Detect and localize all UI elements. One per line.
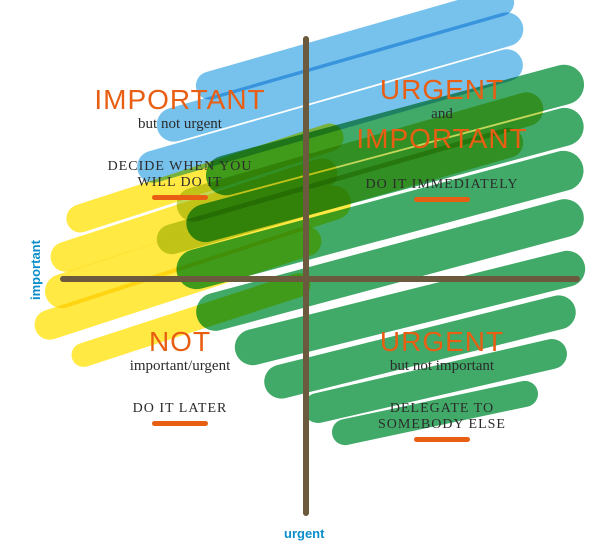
matrix-stage: important urgent IMPORTANT but not urgen… [0, 0, 600, 553]
tr-line1: URGENT [312, 74, 572, 106]
br-sub: but not important [312, 358, 572, 375]
tr-action: DO IT IMMEDIATELY [312, 177, 572, 193]
bl-underline [152, 421, 208, 426]
quadrant-not-important-not-urgent: NOT important/urgent DO IT LATER [50, 326, 310, 426]
quadrant-important-not-urgent: IMPORTANT but not urgent DECIDE WHEN YOU… [50, 84, 310, 200]
quadrant-urgent-important: URGENT and IMPORTANT DO IT IMMEDIATELY [312, 74, 572, 202]
bl-title: NOT [50, 326, 310, 358]
br-title: URGENT [312, 326, 572, 358]
quadrant-urgent-not-important: URGENT but not important DELEGATE TOSOME… [312, 326, 572, 442]
bl-action: DO IT LATER [50, 401, 310, 417]
tr-mid: and [312, 106, 572, 123]
tr-line2: IMPORTANT [312, 123, 572, 155]
axis-label-y: important [28, 240, 43, 300]
br-underline [414, 437, 470, 442]
axis-horizontal [60, 276, 580, 282]
tl-title: IMPORTANT [50, 84, 310, 116]
tl-underline [152, 195, 208, 200]
tl-action: DECIDE WHEN YOUWILL DO IT [50, 159, 310, 191]
br-action: DELEGATE TOSOMEBODY ELSE [312, 401, 572, 433]
tl-sub: but not urgent [50, 116, 310, 133]
axis-label-x: urgent [284, 526, 324, 541]
tr-underline [414, 197, 470, 202]
bl-sub: important/urgent [50, 358, 310, 375]
